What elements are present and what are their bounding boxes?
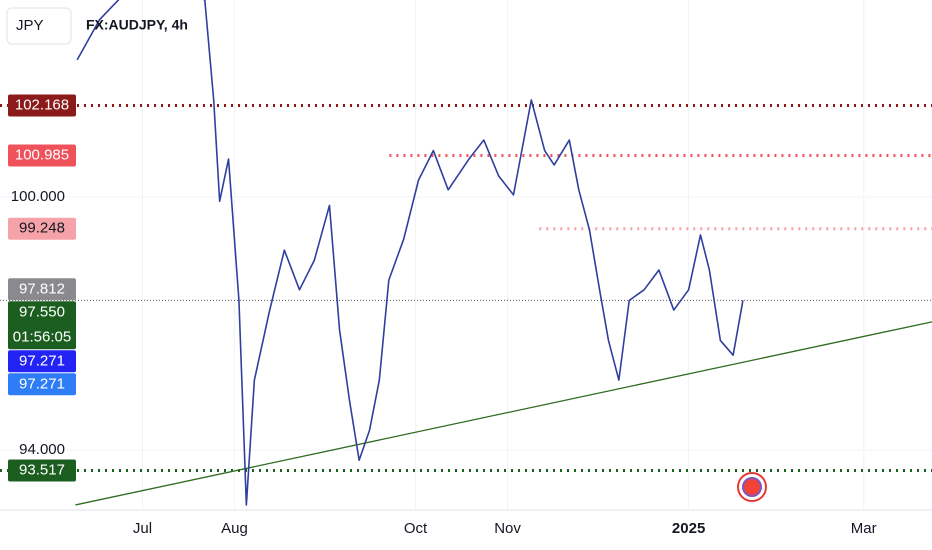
x-tick-label: Jul bbox=[133, 520, 152, 537]
price-tag bbox=[8, 350, 76, 373]
price-tag bbox=[8, 94, 76, 117]
chart-title: FX:AUDJPY, 4h bbox=[86, 17, 188, 33]
symbol[interactable]: JPY bbox=[16, 17, 44, 34]
alert-marker[interactable] bbox=[737, 472, 767, 502]
x-tick-label: Mar bbox=[851, 520, 877, 537]
price-tag-label: 97.812 bbox=[19, 280, 65, 297]
price-tag-label: 100.985 bbox=[15, 146, 69, 163]
price-tag bbox=[8, 144, 76, 167]
price-tag bbox=[8, 459, 76, 482]
trendline bbox=[75, 321, 932, 506]
price-tag-label: 97.271 bbox=[19, 352, 65, 369]
x-tick-label: Nov bbox=[494, 520, 521, 537]
price-tag bbox=[8, 278, 76, 301]
price-tag-label: 97.550 bbox=[19, 303, 65, 320]
x-tick-label: Oct bbox=[404, 520, 428, 537]
price-tag bbox=[8, 301, 76, 350]
price-tag-label: 93.517 bbox=[19, 461, 65, 478]
alert-marker-inner[interactable] bbox=[742, 477, 762, 497]
symbol-box[interactable] bbox=[6, 7, 72, 45]
y-tick-label: 94.000 bbox=[19, 441, 65, 458]
price-line bbox=[76, 0, 744, 506]
x-tick-label: Aug bbox=[221, 520, 248, 537]
price-tag-label: 102.168 bbox=[15, 97, 69, 114]
plot-area bbox=[0, 0, 932, 510]
x-tick-label: 2025 bbox=[672, 520, 705, 537]
price-tag-label: 97.271 bbox=[19, 375, 65, 392]
price-tag bbox=[8, 217, 76, 240]
price-tag bbox=[8, 373, 76, 396]
price-tag-label: 99.248 bbox=[19, 220, 65, 237]
y-tick-label: 100.000 bbox=[11, 188, 65, 205]
countdown: 01:56:05 bbox=[13, 328, 71, 345]
